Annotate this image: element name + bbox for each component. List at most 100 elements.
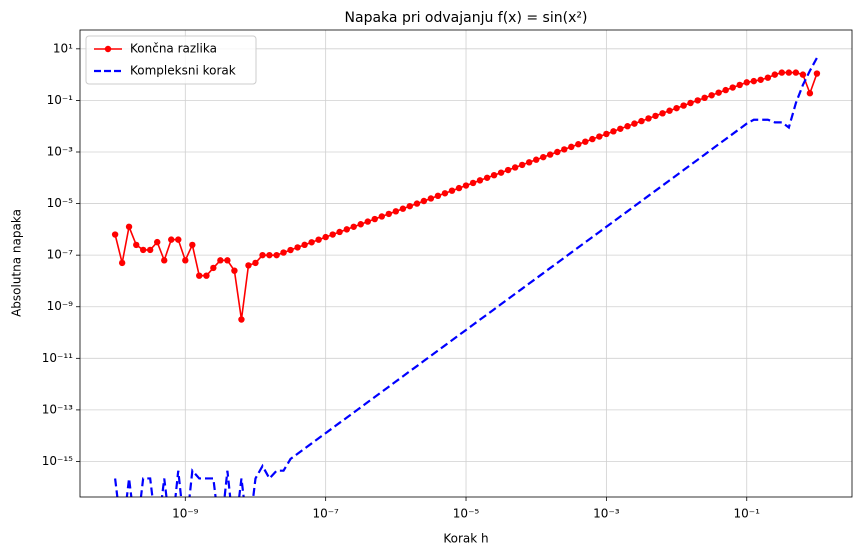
y-tick-label: 10⁻³ [47,144,74,158]
data-point [715,89,722,96]
data-point [596,133,603,140]
data-point [771,71,778,78]
x-tick-label: 10⁻³ [593,507,620,521]
data-point [504,166,512,174]
data-point [175,236,182,243]
series-line [114,57,818,497]
data-point [287,246,294,254]
data-point [350,223,357,230]
data-point [308,239,315,246]
data-point [224,257,231,264]
data-point [231,267,238,274]
data-point [638,117,645,125]
data-point [434,192,442,200]
data-point [217,257,224,264]
data-point [245,262,252,269]
data-point [385,210,393,218]
x-tick-label: 10⁻¹ [734,507,761,521]
data-point [441,190,449,197]
data-point [118,259,126,267]
y-tick-label: 10⁻⁹ [47,299,74,313]
data-point [561,146,568,153]
y-tick-label: 10⁻⁵ [47,196,74,210]
plot-frame [79,29,853,498]
data-point [476,177,484,184]
data-point [778,69,786,76]
data-point [546,151,554,158]
data-point [329,231,336,238]
data-point [427,195,435,202]
data-point [617,125,624,132]
legend-marker [104,45,112,53]
data-point [490,171,498,179]
data-point [203,272,210,279]
data-point [694,97,701,104]
data-point [624,123,631,130]
data-point [259,251,266,259]
data-point [736,81,743,89]
data-point [238,316,245,323]
data-point [111,231,119,238]
data-point [518,161,526,169]
data-point [743,79,750,86]
data-point [343,226,350,233]
data-point [252,259,259,267]
data-point [673,104,680,112]
data-point [666,107,673,114]
plot-area [111,57,821,497]
data-point [708,92,715,99]
legend-label: Končna razlika [130,42,217,56]
y-tick-label: 10⁻¹ [47,93,74,107]
y-tick-label: 10⁻¹⁵ [42,454,73,468]
chart-title: Napaka pri odvajanju f(x) = sin(x²) [345,10,588,26]
data-point [533,156,540,163]
data-point [364,218,371,225]
data-point [659,110,666,117]
data-point [631,120,638,127]
data-point [603,130,610,138]
data-point [161,257,168,264]
data-point [462,182,470,189]
x-axis-label: Korak h [443,532,488,546]
data-point [757,76,764,83]
y-tick-label: 10¹ [53,41,73,55]
data-point [483,174,491,181]
data-point [301,241,308,249]
data-point [575,141,582,148]
data-point [568,143,575,151]
y-tick-label: 10⁻¹³ [42,402,73,416]
data-point [146,246,154,254]
data-point [722,86,729,94]
data-point [582,138,589,145]
data-point [294,244,301,251]
data-point [540,153,547,161]
data-point [785,69,793,76]
data-point [729,84,736,91]
data-point [139,246,147,254]
data-point [322,233,329,241]
data-point [189,241,196,249]
data-point [315,236,322,243]
data-point [799,71,807,78]
data-point [168,236,175,243]
data-point [792,69,800,76]
data-point [680,102,687,109]
data-point [266,251,273,259]
data-point [357,221,364,228]
data-point [645,115,652,122]
data-point [701,94,708,102]
y-tick-label: 10⁻⁷ [47,248,74,262]
data-point [554,148,561,156]
data-point [813,70,821,77]
data-point [196,272,203,279]
data-point [210,264,217,272]
data-point [280,249,287,256]
data-point [525,159,533,166]
data-point [154,238,161,246]
data-point [497,169,505,176]
data-point [806,90,814,97]
data-point [182,257,189,264]
data-point [455,184,463,192]
